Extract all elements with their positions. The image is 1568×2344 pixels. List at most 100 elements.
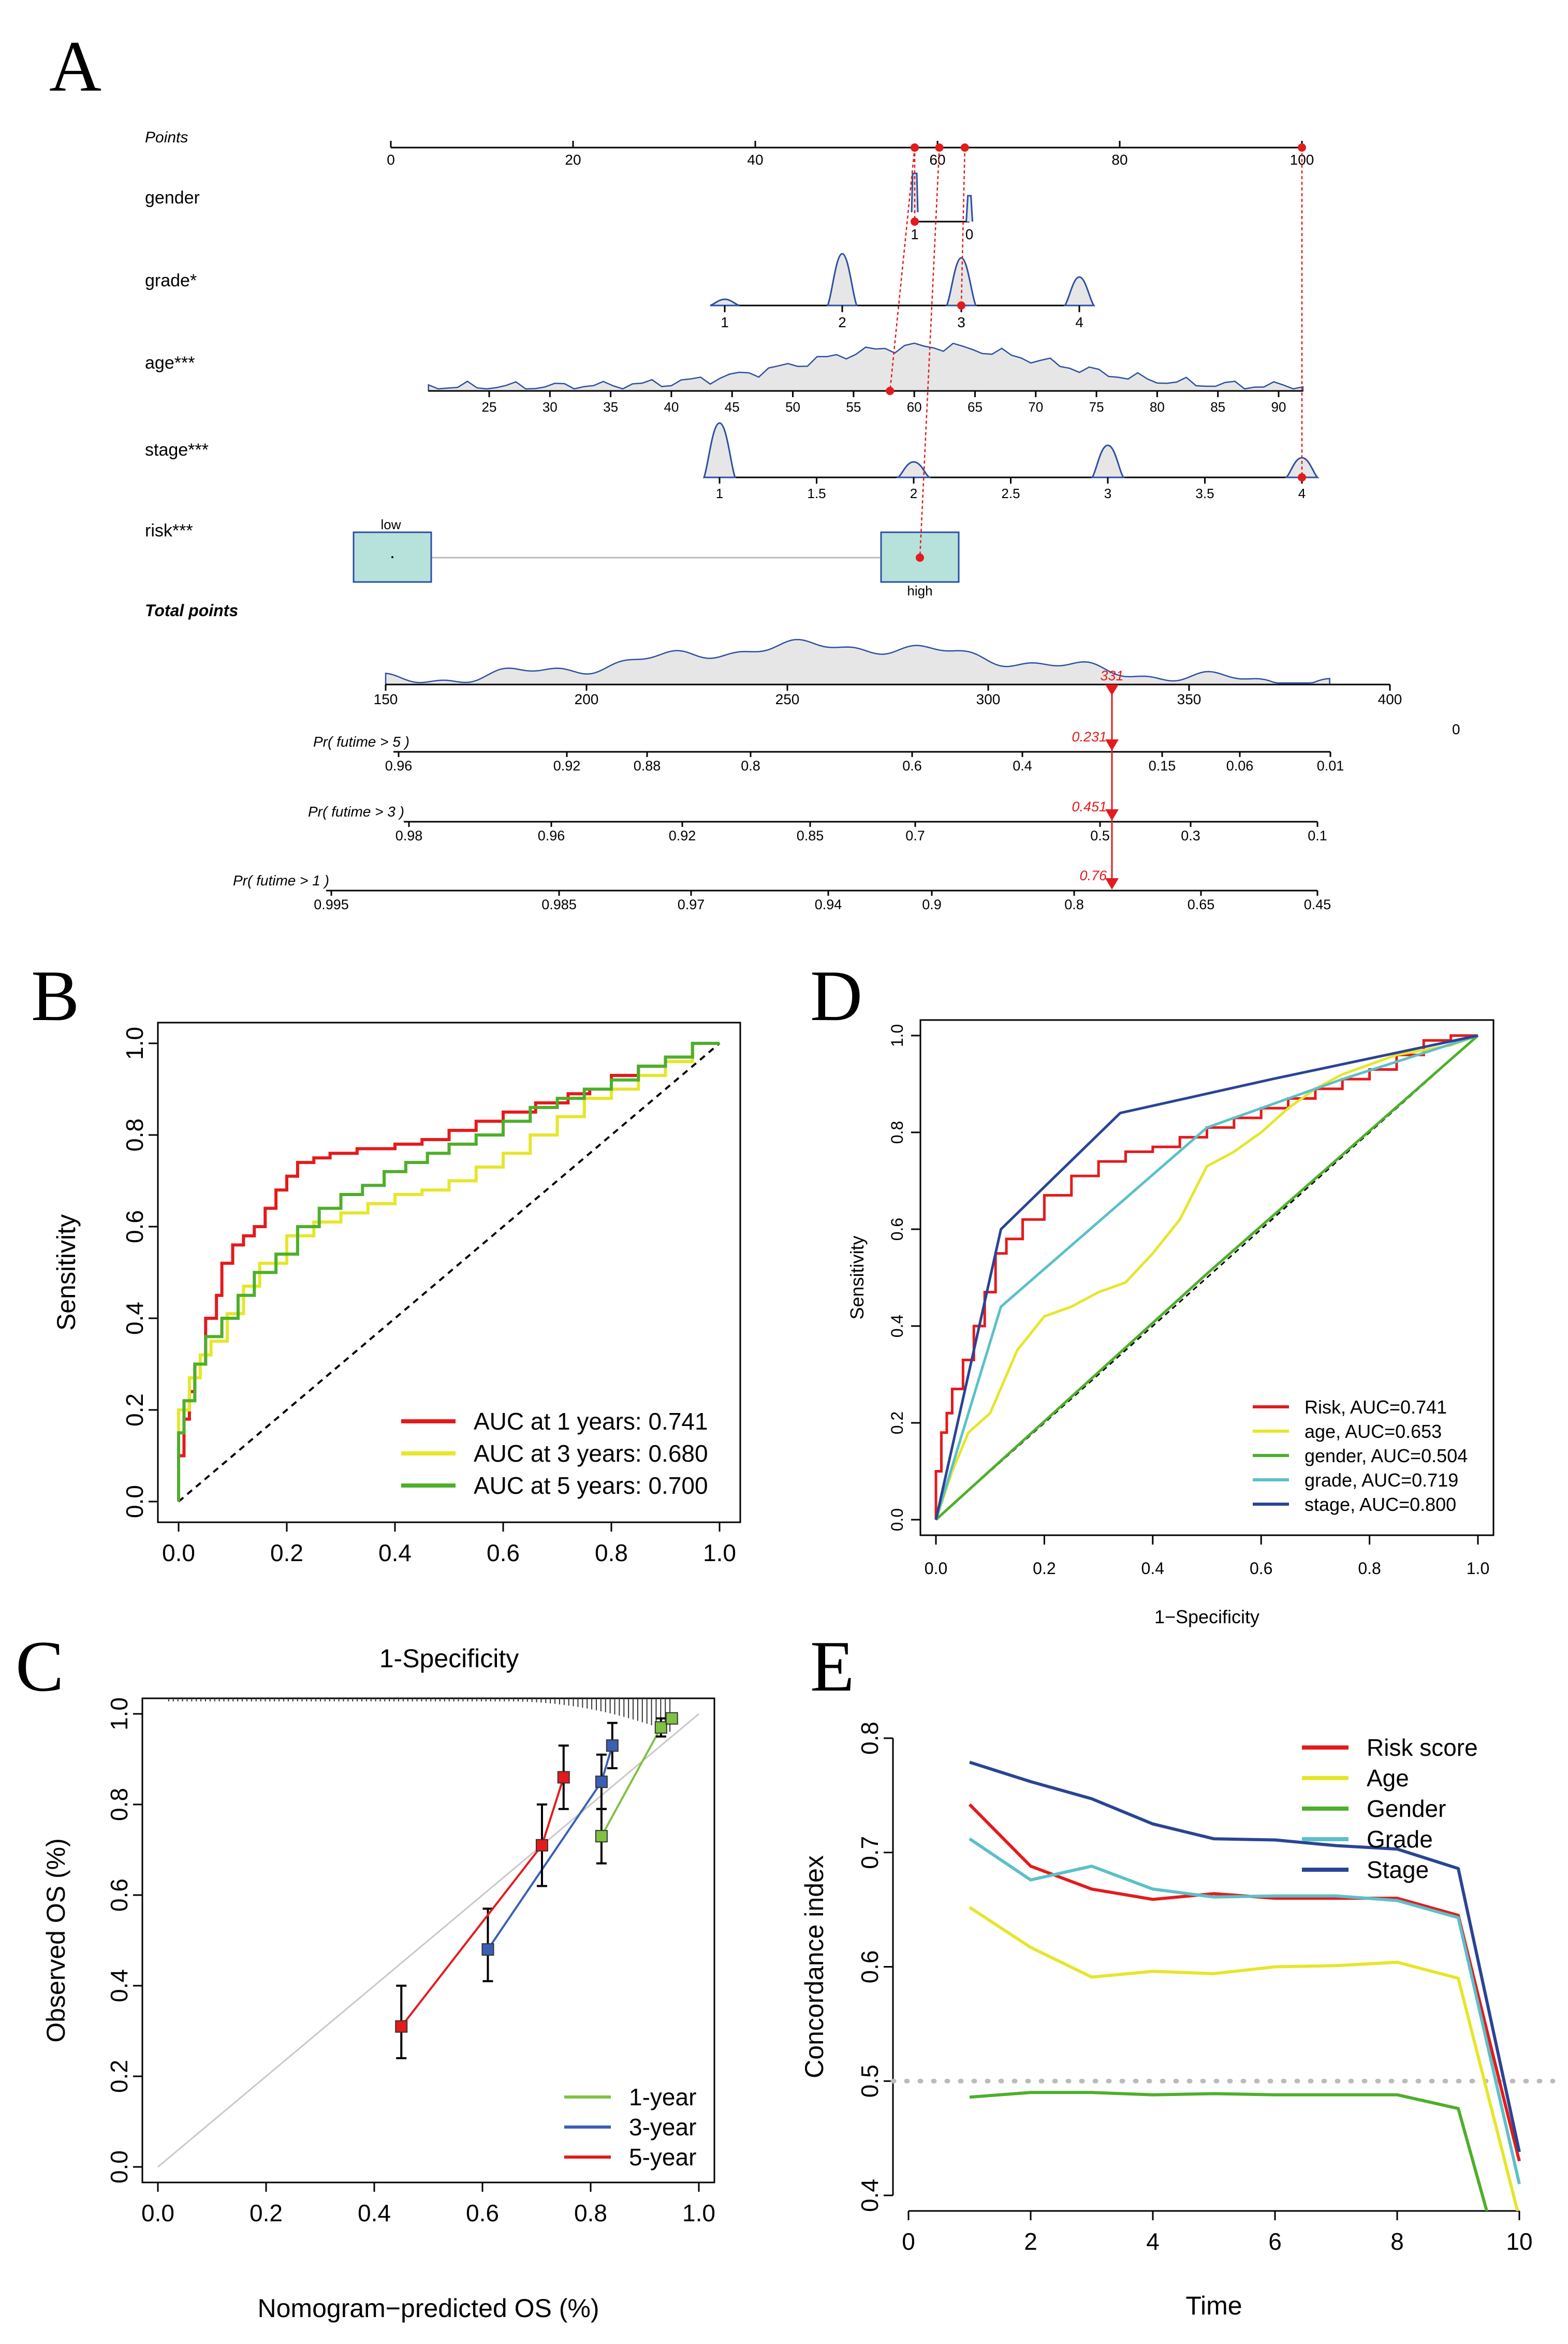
total-tick-label: 350 — [1177, 691, 1201, 707]
variable-tick-label: 35 — [603, 399, 618, 415]
y-axis-title: Concordance index — [800, 1855, 829, 2078]
x-tick-label: 0.4 — [1141, 1559, 1164, 1578]
calibration-point — [481, 1943, 494, 1956]
variable-tick-label: 2 — [838, 314, 846, 330]
guide-point — [911, 217, 919, 226]
x-tick-label: 0.0 — [141, 2200, 174, 2226]
legend-label: 5-year — [629, 2144, 696, 2171]
points-tick-label: 60 — [929, 152, 945, 168]
points-marker — [1298, 143, 1306, 152]
variable-tick-label: 45 — [725, 399, 740, 415]
y-tick-label: 0.7 — [856, 1836, 883, 1869]
density-bump — [710, 298, 740, 307]
roc-curve-1 — [177, 1042, 720, 1502]
y-tick-label: 0.8 — [121, 1118, 148, 1152]
x-tick-label: 0.8 — [595, 1539, 628, 1566]
y-tick-label: 0.2 — [106, 2060, 133, 2093]
guide-point — [916, 554, 924, 562]
density-bump — [702, 422, 737, 478]
y-axis-title: Observed OS (%) — [41, 1838, 70, 2043]
y-tick-label: 0.2 — [888, 1411, 906, 1434]
probability-tick-label: 0.995 — [314, 897, 349, 912]
density-bump — [1091, 444, 1125, 478]
variable-tick-label: 70 — [1028, 399, 1043, 415]
x-axis-title: 1-Specificity — [379, 1644, 519, 1673]
legend-label: gender, AUC=0.504 — [1305, 1445, 1468, 1466]
probability-tick-label: 0.15 — [1149, 758, 1176, 774]
density-bump — [826, 253, 858, 307]
variable-tick-label: 80 — [1150, 399, 1165, 415]
y-tick-label: 0.0 — [106, 2150, 133, 2183]
probability-label: Pr( futime > 3 ) — [308, 804, 404, 820]
calibration-line-3 — [400, 1777, 565, 2028]
density-spike — [965, 195, 974, 222]
probability-tick-label: 0.8 — [741, 758, 760, 774]
legend-label: Age — [1367, 1765, 1409, 1792]
variable-tick-label: 1.5 — [807, 486, 826, 501]
calibration-point — [606, 1739, 619, 1752]
y-tick-label: 0.8 — [856, 1722, 883, 1755]
legend-label: Gender — [1367, 1795, 1446, 1822]
x-tick-label: 1.0 — [1467, 1559, 1489, 1578]
x-tick-label: 0.4 — [358, 2200, 391, 2226]
variable-tick-label: 1 — [716, 486, 723, 501]
legend-label: AUC at 5 years: 0.700 — [474, 1472, 708, 1499]
cindex-line-3 — [969, 2091, 1489, 2211]
roc-curve-1 — [934, 1034, 1478, 1520]
variable-tick-label: 75 — [1089, 399, 1104, 415]
total-tick-label: 250 — [775, 691, 800, 707]
legend-label: Stage — [1367, 1856, 1429, 1883]
y-axis-title: Sensitivity — [52, 1214, 81, 1331]
y-tick-label: 0.0 — [888, 1508, 906, 1531]
variable-tick-label: 1 — [911, 226, 919, 242]
risk-low-dot — [391, 556, 393, 558]
variable-label: grade* — [145, 271, 197, 290]
density-bump — [896, 461, 932, 478]
panel-letter-c: C — [16, 1626, 64, 1707]
calibration-point — [535, 1839, 548, 1852]
cindex-line-5 — [969, 1760, 1521, 2152]
stray-zero-label: 0 — [1452, 721, 1460, 737]
calibration-point — [395, 2020, 408, 2033]
probability-value: 0.76 — [1079, 868, 1107, 883]
probability-tick-label: 0.06 — [1226, 758, 1254, 774]
variable-tick-label: 2.5 — [1001, 486, 1020, 501]
probability-tick-label: 0.88 — [634, 758, 661, 774]
y-tick-label: 0.4 — [106, 1969, 133, 2002]
calibration-point — [557, 1771, 570, 1784]
density-bump — [945, 257, 977, 307]
guide-point — [1298, 473, 1306, 482]
total-density — [385, 638, 1330, 686]
calibration-line-2 — [487, 1745, 613, 1950]
guide-line — [960, 147, 966, 306]
probability-tick-label: 0.5 — [1090, 828, 1110, 843]
total-tick-label: 300 — [976, 691, 1001, 707]
plot-frame — [141, 1697, 715, 2183]
guide-point — [886, 387, 895, 395]
legend-label: grade, AUC=0.719 — [1305, 1469, 1458, 1491]
roc-curve-3 — [177, 1042, 720, 1502]
roc-curve-2 — [935, 1035, 1479, 1521]
variable-tick-label: 85 — [1210, 399, 1225, 415]
panel-letter-e: E — [810, 1626, 855, 1707]
roc-curve-3 — [934, 1034, 1478, 1520]
probability-tick-label: 0.96 — [385, 758, 413, 774]
points-marker — [911, 143, 919, 152]
probability-tick-label: 0.4 — [1013, 758, 1032, 774]
panel-letter-b: B — [31, 956, 79, 1036]
guide-line — [919, 147, 940, 558]
y-tick-label: 0.6 — [888, 1218, 906, 1241]
x-tick-label: 0.8 — [574, 2200, 607, 2226]
calibration-point — [595, 1775, 608, 1788]
x-tick-label: 1.0 — [703, 1539, 736, 1566]
y-tick-label: 1.0 — [121, 1027, 148, 1060]
y-tick-label: 0.5 — [856, 2064, 883, 2098]
points-label: Points — [145, 129, 188, 146]
probability-tick-label: 0.97 — [678, 897, 705, 912]
variable-tick-label: 60 — [907, 399, 922, 415]
variable-tick-label: 4 — [1298, 486, 1306, 501]
guide-line — [889, 147, 916, 391]
total-value: 331 — [1100, 668, 1123, 683]
